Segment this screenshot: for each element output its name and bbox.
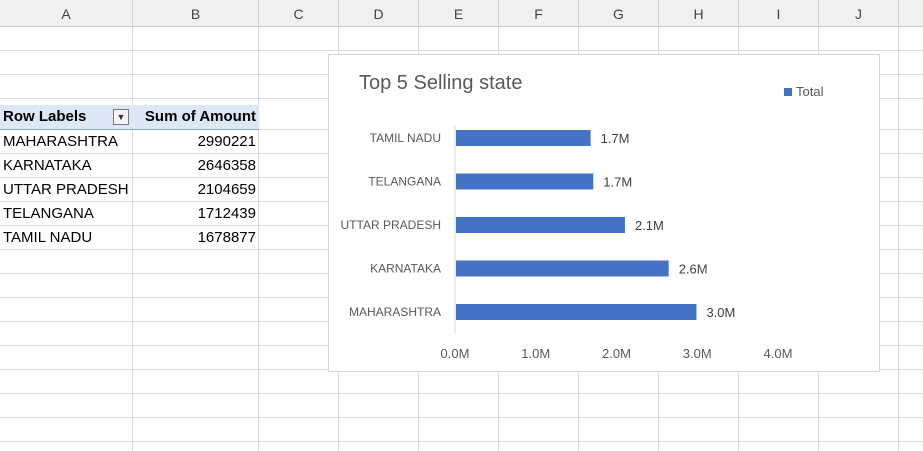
column-header-C[interactable]: C bbox=[259, 0, 339, 26]
filter-dropdown-icon[interactable]: ▼ bbox=[113, 109, 129, 125]
column-header-J[interactable]: J bbox=[819, 0, 899, 26]
bar-chart[interactable]: Top 5 Selling state Total MAHARASHTRA 3.0… bbox=[328, 54, 880, 372]
x-tick-label: 3.0M bbox=[683, 346, 712, 361]
pivot-row-label[interactable]: UTTAR PRADESH bbox=[3, 181, 129, 198]
pivot-row-value[interactable]: 2646358 bbox=[197, 157, 256, 174]
bar[interactable] bbox=[456, 217, 625, 233]
data-label: 2.6M bbox=[679, 262, 708, 277]
pivot-row-value[interactable]: 2990221 bbox=[197, 133, 256, 150]
bar[interactable] bbox=[456, 304, 697, 320]
column-header-F[interactable]: F bbox=[499, 0, 579, 26]
pivot-row-value[interactable]: 1712439 bbox=[197, 205, 256, 222]
category-label: MAHARASHTRA bbox=[349, 305, 441, 319]
bar[interactable] bbox=[456, 173, 594, 190]
column-header-I[interactable]: I bbox=[739, 0, 819, 26]
category-label: TELANGANA bbox=[368, 175, 441, 189]
pivot-row-label[interactable]: TELANGANA bbox=[3, 205, 94, 222]
category-label: UTTAR PRADESH bbox=[341, 218, 441, 232]
x-axis-ticks: 0.0M 1.0M 2.0M 3.0M 4.0M bbox=[441, 346, 793, 361]
pivot-row-label[interactable]: MAHARASHTRA bbox=[3, 133, 119, 150]
data-label: 3.0M bbox=[706, 305, 735, 320]
column-header-H[interactable]: H bbox=[659, 0, 739, 26]
pivot-row-value[interactable]: 2104659 bbox=[197, 181, 256, 198]
bar[interactable] bbox=[456, 260, 669, 277]
bar-series: MAHARASHTRA 3.0M KARNATAKA 2.6M UTTAR PRADES… bbox=[341, 130, 735, 320]
column-header-B[interactable]: B bbox=[133, 0, 259, 26]
data-label: 1.7M bbox=[601, 131, 630, 146]
x-tick-label: 4.0M bbox=[764, 346, 793, 361]
chart-canvas: Top 5 Selling state Total MAHARASHTRA 3.0… bbox=[341, 72, 824, 361]
x-tick-label: 0.0M bbox=[441, 346, 470, 361]
column-header-D[interactable]: D bbox=[339, 0, 419, 26]
data-label: 1.7M bbox=[603, 175, 632, 190]
column-header-E[interactable]: E bbox=[419, 0, 499, 26]
pivot-row-value[interactable]: 1678877 bbox=[197, 229, 256, 246]
x-tick-label: 1.0M bbox=[521, 346, 550, 361]
category-label: TAMIL NADU bbox=[370, 131, 441, 145]
pivot-sum-header[interactable]: Sum of Amount bbox=[133, 105, 259, 129]
data-label: 2.1M bbox=[635, 218, 664, 233]
pivot-row-label[interactable]: TAMIL NADU bbox=[3, 229, 93, 246]
chart-title: Top 5 Selling state bbox=[359, 72, 522, 94]
legend-label: Total bbox=[796, 84, 824, 99]
x-tick-label: 2.0M bbox=[602, 346, 631, 361]
column-header-A[interactable]: A bbox=[0, 0, 133, 26]
pivot-row-label[interactable]: KARNATAKA bbox=[3, 157, 92, 174]
bar[interactable] bbox=[456, 130, 591, 146]
column-header-G[interactable]: G bbox=[579, 0, 659, 26]
pivot-row-labels-header[interactable]: Row Labels bbox=[0, 105, 133, 129]
legend-swatch bbox=[784, 88, 792, 96]
category-label: KARNATAKA bbox=[370, 262, 441, 276]
column-header-bar: A B C D E F G H I J bbox=[0, 0, 923, 27]
